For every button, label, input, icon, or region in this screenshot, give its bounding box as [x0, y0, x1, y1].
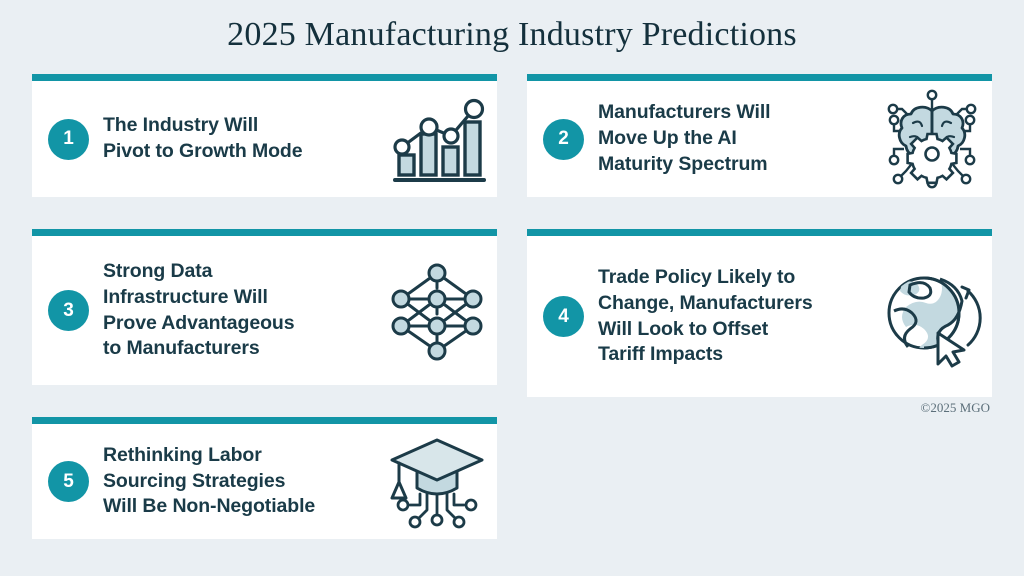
prediction-card-5[interactable]: 5 Rethinking Labor Sourcing Strategies W… — [32, 417, 497, 539]
page-title: 2025 Manufacturing Industry Predictions — [227, 16, 797, 53]
prediction-card-3[interactable]: 3 Strong Data Infrastructure Will Prove … — [32, 229, 497, 385]
globe-cursor-arrow-icon — [880, 265, 984, 369]
prediction-card-4[interactable]: 4 Trade Policy Likely to Change, Manufac… — [527, 229, 992, 397]
prediction-title: Strong Data Infrastructure Will Prove Ad… — [103, 260, 295, 360]
prediction-number-badge: 4 — [543, 296, 584, 337]
prediction-number-badge: 1 — [48, 118, 89, 160]
prediction-title: The Industry Will Pivot to Growth Mode — [103, 114, 303, 162]
prediction-title: Manufacturers Will Move Up the AI Maturi… — [598, 101, 771, 175]
ai-brain-gear-circuit-icon — [880, 87, 984, 191]
copyright-notice: ©2025 MGO — [920, 400, 990, 415]
neural-network-nodes-icon — [385, 259, 489, 363]
prediction-card-1[interactable]: 1 The Industry Will Pivot to Growth Mode — [32, 74, 497, 197]
prediction-number-badge: 5 — [48, 461, 89, 502]
prediction-card-2[interactable]: 2 Manufacturers Will Move Up the AI Matu… — [527, 74, 992, 197]
graduation-cap-circuit-icon — [385, 430, 489, 534]
bar-chart-trendline-icon — [385, 87, 489, 191]
prediction-number-badge: 2 — [543, 118, 584, 160]
prediction-title: Trade Policy Likely to Change, Manufactu… — [598, 266, 813, 366]
prediction-number-badge: 3 — [48, 290, 89, 331]
prediction-title: Rethinking Labor Sourcing Strategies Wil… — [103, 443, 316, 518]
